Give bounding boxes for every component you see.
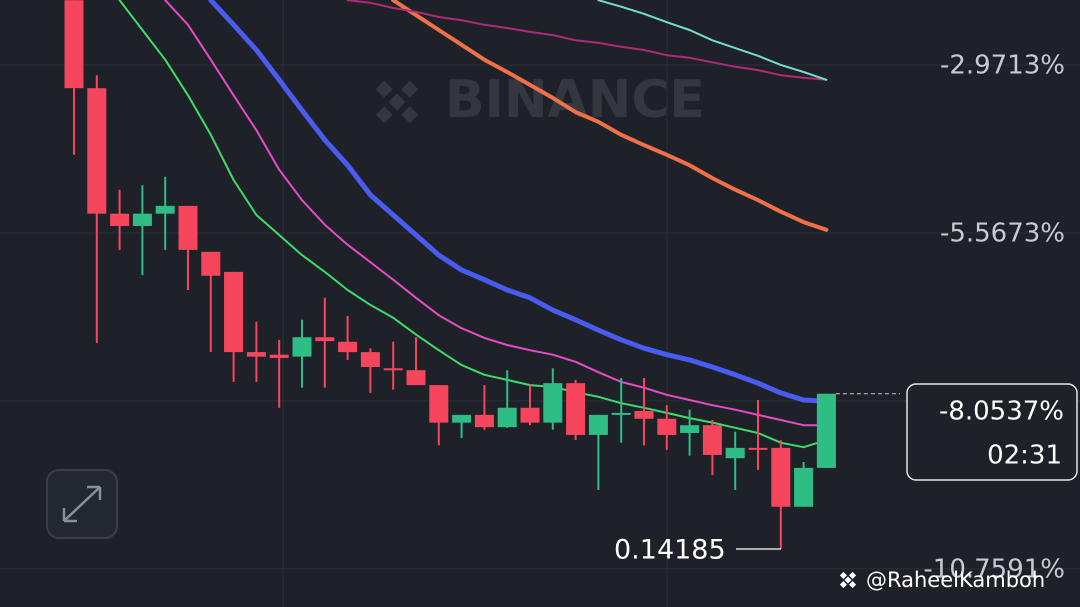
y-tick-label: -10.7591% xyxy=(923,554,1065,584)
candle-body xyxy=(611,412,631,415)
candle-body xyxy=(657,418,677,435)
y-tick-label: -5.5673% xyxy=(940,218,1065,248)
current-price-label: -8.0537% xyxy=(939,397,1064,427)
candle-body xyxy=(246,352,266,357)
candle-body xyxy=(178,205,198,250)
candle-body xyxy=(566,383,586,435)
ma-line xyxy=(208,0,829,404)
candle-body xyxy=(110,213,130,226)
ma-line xyxy=(597,0,828,81)
moving-averages xyxy=(118,0,829,449)
candle-body xyxy=(406,370,426,386)
candle-body xyxy=(269,354,289,358)
candle-body xyxy=(748,447,768,450)
candle-body xyxy=(634,410,654,419)
candle-body xyxy=(725,447,745,459)
candle-body xyxy=(87,88,107,214)
candle-body xyxy=(429,385,449,423)
candle-body xyxy=(474,414,494,428)
candle-body xyxy=(520,407,540,423)
candle-body xyxy=(702,425,722,455)
candle-body xyxy=(224,271,244,353)
candle-body xyxy=(64,0,84,89)
candle-body xyxy=(771,447,791,507)
candle-body xyxy=(360,352,380,367)
candle-body xyxy=(497,407,517,428)
candle-body xyxy=(680,425,700,433)
credit-text: @RaheelKamboh xyxy=(866,568,1045,592)
countdown: 02:31 xyxy=(987,441,1062,471)
low-annotation: 0.14185 xyxy=(614,535,726,566)
price-box: -8.0537% 02:31 xyxy=(906,383,1078,481)
candle-body xyxy=(383,368,403,371)
watermark: BINANCE xyxy=(375,70,705,130)
candle-body xyxy=(588,414,608,435)
expand-icon[interactable] xyxy=(62,485,102,523)
price-box-frame xyxy=(906,383,1078,481)
candle-body xyxy=(338,341,358,353)
ma-line xyxy=(391,0,829,232)
watermark-text: BINANCE xyxy=(445,70,705,130)
candle-body xyxy=(816,393,836,468)
expand-button[interactable] xyxy=(46,469,118,539)
ma-line xyxy=(346,0,828,81)
candle-body xyxy=(794,467,814,507)
candle-body xyxy=(543,383,563,423)
ma-line xyxy=(118,0,828,449)
credit: @RaheelKamboh xyxy=(839,568,1045,592)
y-tick-label: -2.9713% xyxy=(940,50,1065,80)
candle-body xyxy=(201,251,221,276)
candle-body xyxy=(292,337,312,357)
candle-body xyxy=(132,213,152,226)
candles xyxy=(64,0,900,549)
candle-body xyxy=(155,205,175,214)
ma-line xyxy=(164,0,828,427)
candle-body xyxy=(452,414,472,423)
candle-body xyxy=(315,337,335,342)
